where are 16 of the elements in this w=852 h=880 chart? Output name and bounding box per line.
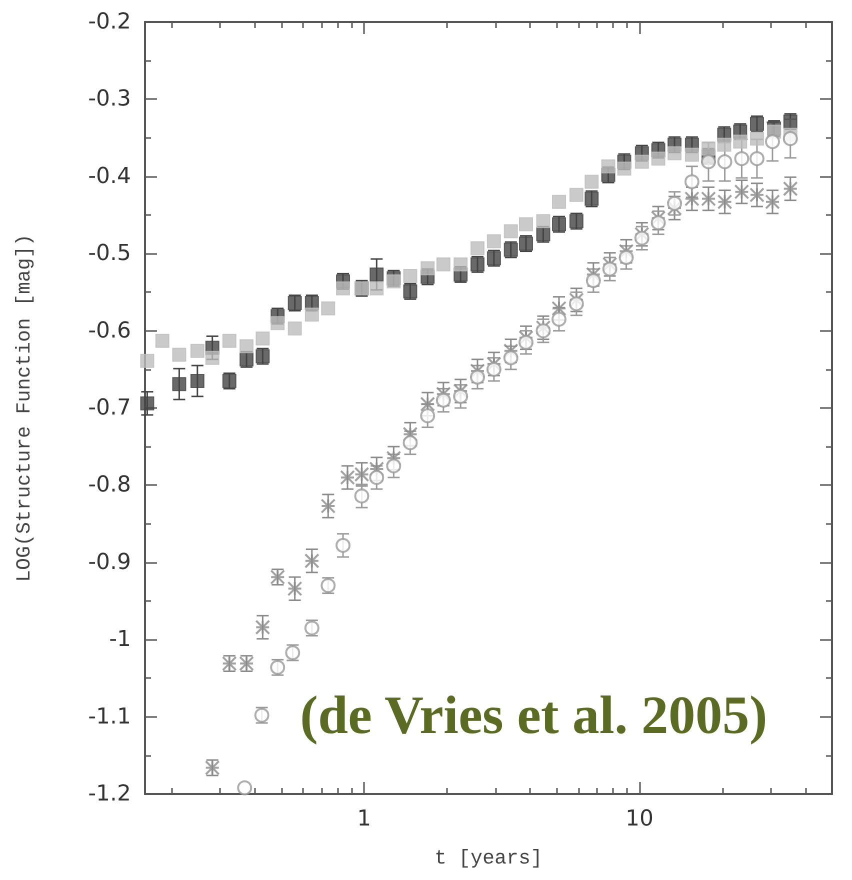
y-tick-label: -1.2 (88, 782, 131, 806)
y-tick-label: -0.2 (88, 10, 131, 34)
y-tick-label: -0.4 (88, 164, 131, 189)
x-tick-label: 1 (357, 806, 372, 832)
annotation: (de Vries et al. 2005) (300, 685, 768, 745)
y-tick-label: -0.9 (88, 550, 131, 575)
x-axis-title: t [years] (434, 848, 543, 870)
y-tick-label: -0.5 (88, 241, 131, 266)
y-tick-label: -0.6 (88, 318, 131, 344)
y-tick-label: -1.1 (88, 704, 131, 730)
x-tick-label: 10 (626, 806, 654, 832)
y-tick-label: -1 (109, 627, 131, 652)
y-tick-label: -0.7 (88, 396, 131, 420)
y-axis-title: LOG(Structure Function [mag]) (14, 234, 36, 582)
y-tick-label: -0.3 (88, 86, 131, 112)
y-tick-label: -0.8 (88, 472, 131, 498)
